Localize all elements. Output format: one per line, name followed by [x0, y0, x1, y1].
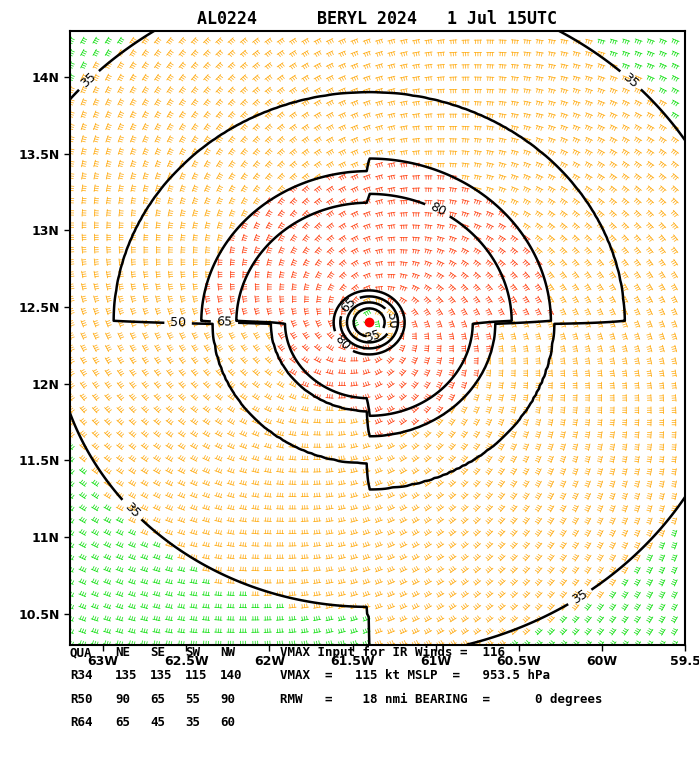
Title: AL0224      BERYL 2024   1 Jul 15UTC: AL0224 BERYL 2024 1 Jul 15UTC [197, 10, 558, 28]
Text: VMAX  =   115 kt MSLP  =   953.5 hPa: VMAX = 115 kt MSLP = 953.5 hPa [280, 669, 549, 682]
Text: R50: R50 [70, 692, 92, 706]
Text: 65: 65 [115, 716, 130, 729]
Text: 60: 60 [220, 716, 235, 729]
Text: VMAX Input for IR Winds =  116: VMAX Input for IR Winds = 116 [280, 646, 505, 659]
Text: NE: NE [115, 646, 130, 659]
Text: 55: 55 [185, 692, 200, 706]
Text: 35: 35 [621, 70, 641, 90]
Text: SE: SE [150, 646, 165, 659]
Text: R64: R64 [70, 716, 92, 729]
Text: 135: 135 [150, 669, 173, 682]
Text: 45: 45 [150, 716, 165, 729]
Text: 115: 115 [185, 669, 208, 682]
Text: 35: 35 [570, 587, 590, 607]
Text: NW: NW [220, 646, 235, 659]
Text: 80: 80 [428, 201, 448, 219]
Text: 50: 50 [170, 317, 186, 330]
Text: 35: 35 [185, 716, 200, 729]
Text: 80: 80 [332, 333, 352, 354]
Text: 50: 50 [384, 312, 398, 330]
Text: 65: 65 [338, 294, 359, 315]
Text: SW: SW [185, 646, 200, 659]
Text: 35: 35 [363, 327, 382, 344]
Text: 65: 65 [150, 692, 165, 706]
Text: 90: 90 [115, 692, 130, 706]
Text: 135: 135 [115, 669, 138, 682]
Text: 90: 90 [220, 692, 235, 706]
Text: R34: R34 [70, 669, 92, 682]
Text: RMW   =    18 nmi BEARING  =      0 degrees: RMW = 18 nmi BEARING = 0 degrees [280, 692, 602, 706]
Text: 35: 35 [122, 499, 142, 520]
Text: 65: 65 [216, 315, 233, 329]
Text: QUA: QUA [70, 646, 92, 659]
Text: 140: 140 [220, 669, 243, 682]
Text: 35: 35 [78, 70, 99, 90]
